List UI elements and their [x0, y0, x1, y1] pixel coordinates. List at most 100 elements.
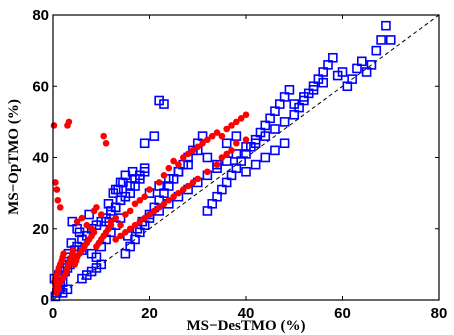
red-circle-point: [160, 200, 168, 208]
blue-square-point: [217, 184, 227, 195]
blue-square-point: [110, 202, 121, 213]
red-circle-point: [55, 286, 63, 293]
blue-square-point: [279, 138, 290, 149]
red-circle-point: [213, 161, 221, 168]
blue-square-point: [91, 252, 102, 263]
red-circle-point: [213, 129, 221, 136]
blue-square-point: [120, 170, 131, 181]
red-circle-point: [223, 125, 230, 133]
blue-square-point: [120, 248, 131, 259]
red-circle-point: [165, 164, 173, 172]
red-circle-point: [165, 196, 173, 204]
red-circle-point: [189, 179, 197, 186]
red-circle-point: [170, 193, 177, 200]
red-circle-point: [60, 250, 67, 257]
blue-square-point: [115, 195, 126, 206]
red-circle-point: [175, 161, 182, 168]
blue-square-point: [376, 35, 386, 45]
blue-square-point: [270, 106, 280, 116]
red-circle-point: [155, 204, 163, 211]
y-tick-label: 80: [32, 7, 49, 24]
blue-square-point: [168, 174, 179, 184]
x-tick-label: 60: [334, 305, 351, 322]
red-circle-point: [117, 221, 124, 229]
red-circle-point: [59, 275, 66, 282]
blue-square-point: [260, 152, 271, 163]
red-circle-point: [102, 139, 110, 147]
red-circle-point: [151, 207, 158, 215]
red-circle-point: [160, 172, 168, 179]
blue-square-point: [274, 99, 285, 109]
blue-square-point: [241, 149, 251, 159]
blue-square-point: [284, 85, 295, 95]
blue-square-point: [202, 152, 213, 163]
blue-square-point: [130, 181, 140, 191]
blue-square-point: [265, 113, 275, 124]
blue-square-point: [241, 166, 251, 177]
red-circle-point: [223, 150, 230, 158]
y-tick-label: 40: [32, 150, 49, 167]
blue-square-point: [342, 81, 353, 92]
blue-square-point: [279, 117, 290, 127]
blue-square-point: [221, 138, 232, 149]
blue-square-point: [135, 174, 145, 184]
blue-square-point: [130, 234, 140, 245]
red-circle-point: [179, 186, 187, 193]
red-circle-point: [56, 204, 64, 211]
red-circle-point: [100, 132, 107, 140]
blue-square-point: [188, 145, 198, 156]
red-circle-point: [189, 147, 197, 154]
red-circle-point: [242, 136, 250, 143]
red-circle-point: [233, 118, 240, 126]
blue-square-point: [270, 145, 280, 156]
blue-square-point: [260, 131, 271, 141]
y-tick-label: 60: [32, 78, 49, 95]
blue-square-point: [212, 159, 222, 170]
red-circle-point: [52, 179, 59, 186]
red-circle-point: [194, 175, 202, 183]
red-circle-point: [146, 211, 153, 218]
red-circle-point: [194, 143, 202, 151]
blue-square-point: [299, 92, 309, 102]
red-circle-point: [155, 179, 163, 186]
red-circle-point: [73, 218, 81, 225]
red-circle-point: [65, 118, 73, 126]
red-circle-point: [53, 186, 61, 193]
blue-square-point: [231, 163, 242, 173]
x-tick-label: 40: [238, 305, 255, 322]
red-circle-point: [83, 221, 91, 229]
blue-square-point: [135, 227, 145, 238]
blue-square-point: [347, 74, 357, 84]
red-circle-point: [126, 225, 134, 233]
red-circle-point: [126, 207, 134, 215]
x-tick-label: 20: [141, 305, 158, 322]
blue-square-point: [231, 149, 242, 159]
blue-square-point: [226, 170, 237, 181]
red-circle-point: [218, 154, 226, 161]
red-circle-point: [204, 136, 211, 143]
blue-square-point: [308, 85, 319, 95]
series-1: [50, 111, 250, 297]
blue-square-point: [164, 174, 174, 184]
red-circle-point: [208, 132, 216, 140]
blue-square-point: [385, 35, 396, 45]
blue-square-point: [149, 131, 160, 141]
series-group: [49, 20, 396, 302]
red-circle-point: [97, 211, 105, 218]
red-circle-point: [175, 189, 182, 197]
blue-square-point: [212, 191, 222, 202]
red-circle-point: [199, 139, 206, 147]
red-circle-point: [122, 229, 129, 236]
x-tick-label: 80: [431, 305, 448, 322]
blue-square-point: [110, 184, 121, 195]
red-circle-point: [184, 150, 192, 158]
red-circle-point: [170, 157, 177, 165]
x-axis-label: MS−DesTMO (%): [187, 318, 306, 334]
red-circle-point: [117, 232, 124, 240]
blue-square-point: [361, 67, 372, 77]
blue-square-point: [371, 45, 382, 56]
blue-square-point: [337, 67, 348, 77]
red-circle-point: [233, 139, 240, 147]
blue-square-point: [183, 159, 193, 170]
